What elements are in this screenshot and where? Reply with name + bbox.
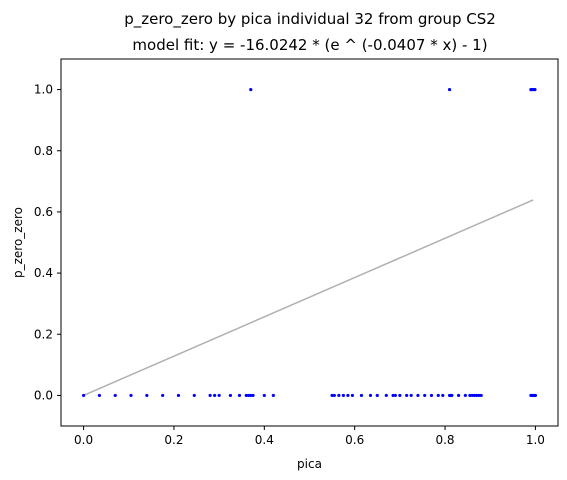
data-point bbox=[81, 393, 86, 398]
data-point bbox=[244, 393, 248, 398]
data-point bbox=[217, 393, 221, 398]
data-point bbox=[391, 393, 395, 398]
data-point bbox=[249, 87, 253, 92]
data-point bbox=[533, 87, 537, 92]
data-point bbox=[262, 393, 266, 398]
data-point bbox=[176, 393, 181, 398]
plot-frame bbox=[60, 58, 559, 427]
data-point bbox=[271, 393, 275, 398]
data-point bbox=[393, 393, 397, 398]
y-axis-label: p_zero_zero bbox=[11, 207, 25, 278]
chart-title: p_zero_zero by pica individual 32 from g… bbox=[124, 10, 496, 29]
data-point bbox=[436, 393, 440, 398]
x-tick-label: 0.0 bbox=[74, 433, 93, 447]
data-point bbox=[405, 393, 409, 398]
chart-subtitle: model fit: y = -16.0242 * (e ^ (-0.0407 … bbox=[132, 36, 487, 54]
data-point bbox=[472, 393, 477, 398]
x-axis-ticks: 0.0 0.2 0.4 0.6 0.8 1.0 bbox=[74, 426, 545, 447]
points-layer bbox=[81, 87, 538, 398]
data-point bbox=[441, 393, 445, 398]
data-point bbox=[246, 393, 251, 398]
data-point bbox=[337, 393, 341, 398]
data-point bbox=[192, 393, 196, 398]
data-point bbox=[97, 393, 102, 398]
data-point bbox=[447, 87, 452, 92]
data-point bbox=[213, 393, 217, 398]
y-tick-label: 0.8 bbox=[34, 144, 53, 158]
data-point bbox=[208, 393, 212, 398]
data-point bbox=[237, 393, 242, 398]
data-point bbox=[463, 393, 467, 398]
y-tick-label: 0.2 bbox=[34, 327, 53, 341]
data-point bbox=[350, 393, 355, 398]
data-point bbox=[330, 393, 334, 398]
x-tick-label: 1.0 bbox=[526, 433, 545, 447]
data-point bbox=[368, 393, 373, 398]
y-tick-label: 0.0 bbox=[34, 388, 53, 402]
x-tick-label: 0.8 bbox=[435, 433, 454, 447]
x-tick-label: 0.6 bbox=[345, 433, 364, 447]
data-point bbox=[533, 393, 538, 398]
data-point bbox=[457, 393, 461, 398]
data-point bbox=[468, 393, 472, 398]
data-point bbox=[145, 393, 149, 398]
x-tick-label: 0.2 bbox=[164, 433, 183, 447]
data-point bbox=[450, 393, 454, 398]
data-point bbox=[359, 393, 364, 398]
data-point bbox=[375, 393, 379, 398]
y-tick-label: 1.0 bbox=[34, 83, 53, 97]
fit-layer bbox=[83, 199, 534, 397]
data-point bbox=[113, 393, 117, 398]
data-point bbox=[475, 393, 479, 398]
plot-area bbox=[60, 58, 559, 427]
data-point bbox=[409, 393, 413, 398]
data-point bbox=[129, 393, 133, 398]
data-point bbox=[228, 393, 233, 398]
data-point bbox=[398, 393, 402, 398]
data-point bbox=[429, 393, 434, 398]
data-point bbox=[479, 393, 483, 398]
data-point bbox=[477, 393, 481, 398]
data-point bbox=[341, 393, 345, 398]
data-point bbox=[251, 393, 255, 398]
data-point bbox=[416, 393, 420, 398]
x-tick-label: 0.4 bbox=[255, 433, 274, 447]
y-tick-label: 0.4 bbox=[34, 266, 53, 280]
fit-line bbox=[83, 199, 534, 397]
data-point bbox=[161, 393, 165, 398]
x-axis-label: pica bbox=[297, 457, 322, 471]
data-point bbox=[470, 393, 474, 398]
data-point bbox=[423, 393, 427, 398]
y-axis-ticks: 0.0 0.2 0.4 0.6 0.8 1.0 bbox=[34, 83, 61, 402]
y-tick-label: 0.6 bbox=[34, 205, 53, 219]
data-point bbox=[346, 393, 350, 398]
data-point bbox=[384, 393, 388, 398]
data-point bbox=[332, 393, 336, 398]
data-point bbox=[249, 393, 253, 398]
